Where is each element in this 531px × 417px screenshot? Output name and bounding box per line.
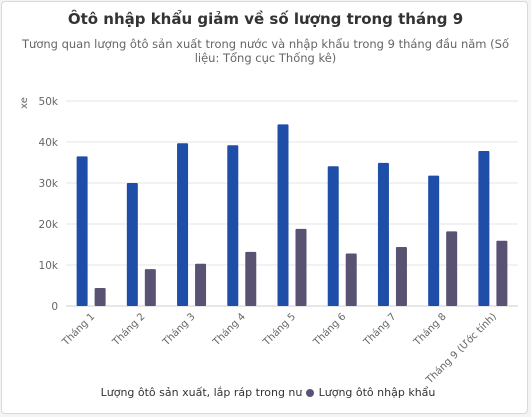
bar-import (195, 263, 207, 306)
legend-item-domestic[interactable]: Lượng ôtô sản xuất, lắp ráp trong nước (96, 386, 302, 399)
bar-domestic (277, 124, 289, 307)
bar-domestic (126, 183, 138, 306)
bar-domestic (177, 143, 189, 306)
chart-subtitle: Tương quan lượng ôtô sản xuất trong nước… (22, 37, 509, 65)
x-tick-label: Tháng 8 (411, 311, 449, 349)
labels-layer: 0 10k 20k 30k 40k 50k xe Tháng 1 Tháng 2 Tháng 3 T… (19, 96, 499, 387)
bar-domestic (478, 151, 490, 306)
bar-domestic (377, 162, 389, 306)
x-tick-label: Tháng 6 (310, 311, 348, 349)
y-axis-label: xe (19, 97, 30, 109)
grid-layer (66, 100, 518, 307)
bars-layer (76, 124, 508, 307)
bar-import (446, 231, 458, 306)
y-tick-label: 40k (39, 137, 59, 149)
bar-domestic (428, 175, 440, 306)
legend-label-import: Lượng ôtô nhập khẩu (318, 386, 436, 399)
y-tick-label: 10k (39, 260, 59, 272)
x-tick-label: Tháng 3 (160, 311, 198, 349)
bar-import (295, 228, 307, 306)
bar-domestic (227, 145, 239, 306)
x-tick-label: Tháng 1 (59, 311, 97, 349)
bar-domestic (76, 156, 88, 306)
bar-domestic (327, 166, 339, 306)
bar-import (395, 246, 407, 306)
bar-import (245, 251, 257, 306)
bar-import (94, 287, 106, 306)
y-tick-label: 50k (39, 96, 59, 108)
y-tick-label: 20k (39, 219, 59, 231)
bar-import (496, 240, 508, 306)
y-tick-label: 30k (39, 178, 59, 190)
x-tick-label: Tháng 5 (260, 311, 298, 349)
bar-import (345, 253, 357, 306)
chart-title: Ôtô nhập khẩu giảm về số lượng trong thá… (67, 10, 464, 28)
legend-swatch-import (305, 388, 314, 397)
legend-label-domestic: Lượng ôtô sản xuất, lắp ráp trong nước (100, 386, 302, 399)
x-tick-label: Tháng 4 (210, 311, 248, 349)
x-tick-label: Tháng 7 (361, 311, 399, 349)
chart-legend: Lượng ôtô sản xuất, lắp ráp trong nước L… (0, 386, 531, 399)
x-tick-label: Tháng 2 (109, 311, 147, 349)
bar-import (144, 269, 156, 306)
y-tick-label: 0 (51, 301, 58, 313)
legend-item-import[interactable]: Lượng ôtô nhập khẩu (305, 386, 436, 399)
